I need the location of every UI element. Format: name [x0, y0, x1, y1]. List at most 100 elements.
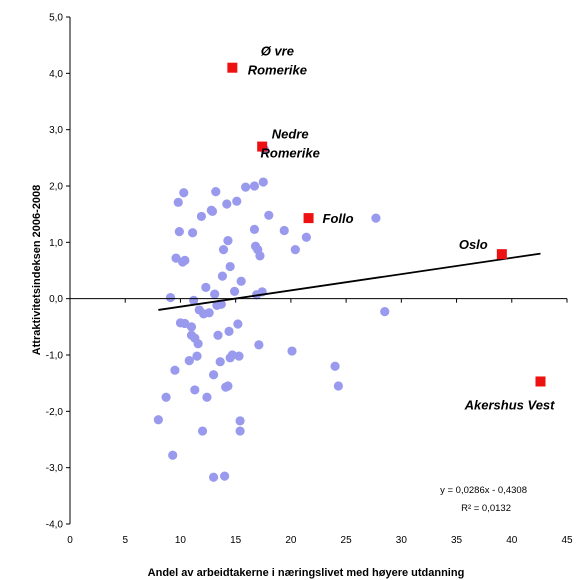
data-point	[254, 340, 264, 350]
data-point	[196, 211, 207, 222]
data-point	[180, 255, 190, 265]
x-tick-label: 5	[122, 535, 128, 546]
data-point	[235, 426, 245, 436]
x-tick-label: 25	[341, 535, 353, 546]
y-tick-label: -1,0	[46, 351, 64, 362]
data-point	[173, 197, 183, 207]
data-point	[290, 245, 300, 255]
highlighted-regions	[227, 62, 546, 387]
data-point	[223, 236, 233, 246]
data-point	[179, 188, 189, 198]
data-point	[380, 307, 390, 317]
y-tick-label: -4,0	[46, 520, 64, 531]
data-point	[202, 392, 212, 402]
data-point	[333, 381, 343, 391]
data-point	[255, 251, 265, 261]
data-point	[330, 361, 340, 371]
x-tick-label: 15	[230, 535, 242, 546]
data-point	[217, 271, 228, 281]
data-point	[236, 276, 246, 286]
y-tick-label: 2,0	[49, 182, 63, 193]
data-point	[301, 232, 311, 242]
data-point	[241, 182, 251, 192]
data-point	[232, 196, 242, 206]
y-axis-label: Attraktivitetsindeksen 2006-2008	[31, 185, 43, 356]
region-label: Romerike	[248, 63, 307, 78]
highlight-marker	[227, 62, 238, 73]
trendline	[158, 252, 541, 311]
data-point	[207, 206, 218, 216]
region-label: Romerike	[261, 146, 320, 161]
data-point	[249, 224, 260, 234]
data-point	[249, 181, 260, 191]
region-label: Akershus Vest	[464, 397, 556, 412]
data-point	[287, 346, 297, 356]
data-point	[279, 225, 289, 236]
data-point	[233, 319, 243, 329]
data-point	[153, 415, 163, 425]
data-point	[264, 210, 274, 220]
region-label: Ø vre	[261, 44, 294, 59]
x-tick-label: 0	[67, 535, 73, 546]
y-tick-label: 3,0	[49, 125, 63, 136]
trend-equation: y = 0,0286x - 0,4308	[440, 485, 527, 496]
data-point	[234, 351, 244, 361]
x-axis-label: Andel av arbeidtakerne i næringslivet me…	[148, 567, 465, 579]
data-point	[204, 308, 214, 318]
data-point	[216, 299, 226, 309]
data-point	[174, 227, 184, 237]
data-point	[213, 330, 223, 340]
data-point	[186, 322, 197, 332]
region-label: Follo	[323, 211, 354, 226]
data-point	[171, 253, 181, 263]
highlight-marker	[257, 141, 268, 152]
x-tick-label: 20	[285, 535, 297, 546]
data-point	[258, 177, 268, 187]
data-point	[192, 351, 202, 361]
x-axis-ticks: 0 5 10 15 20 25 30 35 40 45	[67, 298, 573, 546]
data-point	[215, 357, 225, 367]
x-tick-label: 35	[451, 535, 463, 546]
x-tick-label: 45	[561, 535, 573, 546]
data-point	[208, 370, 219, 380]
data-point	[222, 199, 232, 209]
y-tick-label: 0,0	[49, 294, 63, 305]
x-tick-label: 40	[506, 535, 518, 546]
x-tick-label: 10	[175, 535, 187, 546]
data-point	[225, 261, 235, 272]
data-point	[371, 213, 381, 223]
data-point	[197, 426, 208, 436]
y-tick-label: -3,0	[46, 463, 64, 474]
y-tick-label: 4,0	[49, 69, 63, 80]
data-point	[190, 385, 200, 395]
region-labels: Ø vre Romerike Nedre Romerike Follo Oslo Akers…	[248, 44, 555, 413]
region-label: Nedre	[272, 127, 309, 142]
region-label: Oslo	[459, 237, 488, 252]
y-tick-label: -2,0	[46, 407, 64, 418]
data-point	[208, 472, 219, 482]
data-point	[211, 187, 221, 197]
data-point	[229, 286, 240, 296]
highlight-marker	[535, 376, 546, 387]
highlight-marker	[496, 249, 507, 260]
data-point	[223, 381, 233, 391]
data-point	[168, 450, 178, 460]
data-point	[210, 289, 220, 299]
data-point	[161, 392, 171, 402]
data-point	[220, 471, 230, 481]
data-point	[201, 282, 211, 292]
data-point	[189, 295, 199, 305]
data-point	[165, 292, 176, 303]
data-point	[235, 416, 245, 426]
x-tick-label: 30	[396, 535, 408, 546]
highlight-marker	[303, 213, 314, 224]
data-point	[184, 356, 194, 366]
trendline-group	[158, 252, 541, 311]
data-point	[218, 245, 229, 255]
y-tick-label: 5,0	[49, 13, 63, 24]
data-points	[153, 144, 390, 482]
data-point	[193, 339, 203, 349]
y-axis-ticks: -4,0 -3,0 -2,0 -1,0 0,0 1,0 2,0 3,0 4,0 5,0	[46, 13, 70, 531]
data-point	[187, 228, 198, 238]
